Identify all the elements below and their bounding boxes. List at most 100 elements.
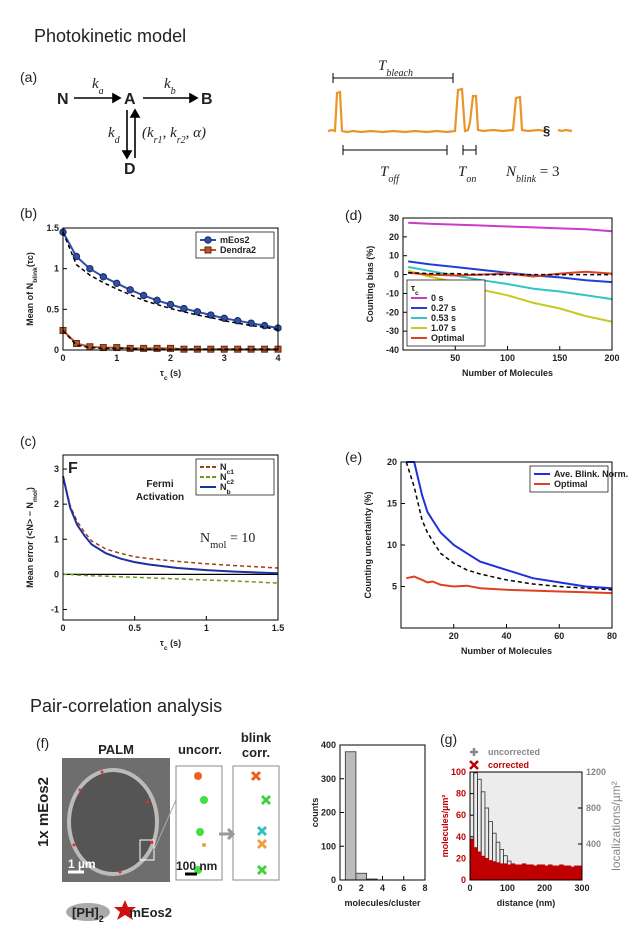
y-tick-label: 2 — [54, 499, 59, 509]
scale-label: 1 µm — [68, 857, 96, 871]
legend-label: Optimal — [554, 479, 588, 489]
y-axis-label: Counting uncertainty (%) — [363, 492, 373, 599]
x-tick-label: 100 — [500, 353, 515, 363]
legend-label-part: c1 — [227, 469, 235, 476]
bar — [355, 872, 367, 881]
series-line — [407, 269, 613, 323]
construct-part: mEos2 — [126, 905, 172, 920]
zoom-dots — [194, 772, 208, 874]
x-axis-label: τc (s) — [160, 368, 181, 382]
legend-label: 0 s — [431, 293, 444, 303]
dot — [200, 796, 208, 804]
plot-frame — [62, 454, 279, 621]
trace-label-part: = 3 — [536, 164, 559, 180]
trace-label-part: T — [458, 164, 468, 180]
legend-title-part: c — [415, 290, 419, 297]
y-tick-label: 10 — [387, 540, 397, 550]
y-tick-label: 15 — [387, 499, 397, 509]
y-tick-label: 5 — [392, 582, 397, 592]
y-tick-label: -30 — [386, 326, 399, 336]
dot — [72, 843, 76, 847]
trace-label-part: N — [505, 164, 517, 180]
y-tick-label: 300 — [321, 774, 336, 784]
bar — [495, 862, 501, 881]
panel-label: (d) — [345, 207, 362, 223]
annotation: Fermi — [146, 479, 173, 490]
legend-label: uncorrected — [488, 747, 540, 757]
y-tick-label: 400 — [321, 740, 336, 750]
trace-label: Ton — [458, 164, 476, 185]
plot-frame — [400, 461, 613, 629]
arrow-head — [189, 92, 199, 104]
y-axis-label-part: Mean error (<N> − N — [25, 502, 35, 588]
bar — [574, 865, 579, 881]
marker — [180, 304, 188, 313]
dot — [150, 840, 154, 844]
x-tick-label: 0 — [337, 883, 342, 893]
bar — [540, 864, 546, 881]
trace-labels: Tbleach Toff Ton Nblink = 3 — [378, 58, 559, 185]
x-tick-label: 1.5 — [272, 623, 285, 633]
trace-brackets — [332, 73, 477, 155]
cell — [67, 768, 159, 876]
legend-title-part: τ — [411, 283, 415, 293]
y-tick-label: 0 — [331, 875, 336, 885]
trace-label-part: blink — [516, 174, 537, 185]
panel-title: uncorr. — [178, 742, 222, 757]
plot-frame — [62, 227, 279, 351]
x-tick-label: 0.5 — [128, 623, 141, 633]
marker — [113, 344, 121, 352]
trace-label: Tbleach — [378, 58, 413, 79]
annotation: Nmol = 10 — [200, 531, 255, 551]
rate-part: k — [108, 125, 115, 141]
series-line — [408, 266, 613, 301]
construct-part: [PH] — [72, 905, 99, 920]
x-tick-label: 2 — [359, 883, 364, 893]
panel-label: (b) — [20, 205, 37, 221]
bar — [503, 863, 508, 881]
x-tick-label: 6 — [401, 883, 406, 893]
x-axis-label-part: τ — [160, 638, 164, 648]
x-tick-label: 150 — [552, 353, 567, 363]
bar — [529, 864, 534, 881]
annotation: F — [68, 460, 78, 477]
rate-part: k — [92, 76, 99, 92]
y-tick-label: 100 — [321, 841, 336, 851]
panel-label: (f) — [36, 735, 49, 751]
panel-label: (g) — [440, 731, 457, 747]
legend-box — [195, 458, 275, 496]
rates: ka kb kd (kr1, kr2, α) — [92, 76, 206, 146]
y-axis-label: Mean of Nblink(τc) — [25, 252, 39, 326]
bar — [488, 860, 493, 881]
x-tick-label: 1 — [114, 353, 119, 363]
kinetic-scheme: N A B D — [57, 91, 213, 178]
y-tick-label: 10 — [389, 251, 399, 261]
y2-tick-label: 800 — [586, 803, 601, 813]
legend-label: corrected — [488, 760, 529, 770]
annotation-part: mol — [210, 540, 226, 551]
section-heading: Photokinetic model — [34, 26, 186, 46]
series-line — [62, 231, 279, 331]
bar — [499, 863, 505, 881]
bar — [514, 864, 519, 881]
y-axis-label-part: ) — [25, 487, 35, 490]
y-tick-label: 200 — [321, 808, 336, 818]
x-axis-label-part: c — [164, 645, 168, 652]
legend-label: Dendra2 — [220, 245, 256, 255]
arrow — [219, 827, 236, 841]
legend-label: Nc1 — [220, 462, 234, 476]
y-axis-label-part: (τc) — [25, 252, 35, 267]
marker — [469, 760, 479, 770]
series-line — [63, 573, 279, 584]
y-axis-label-part: Mean of N — [25, 283, 35, 326]
marker — [166, 300, 175, 309]
dot — [100, 770, 104, 774]
bar — [536, 864, 542, 881]
x-axis-label: molecules/cluster — [344, 898, 421, 908]
arrow-head — [121, 150, 133, 160]
y-tick-label: -20 — [386, 307, 399, 317]
x-tick-label: 4 — [380, 883, 385, 893]
legend-label: Optimal — [431, 333, 465, 343]
bar — [506, 864, 512, 881]
